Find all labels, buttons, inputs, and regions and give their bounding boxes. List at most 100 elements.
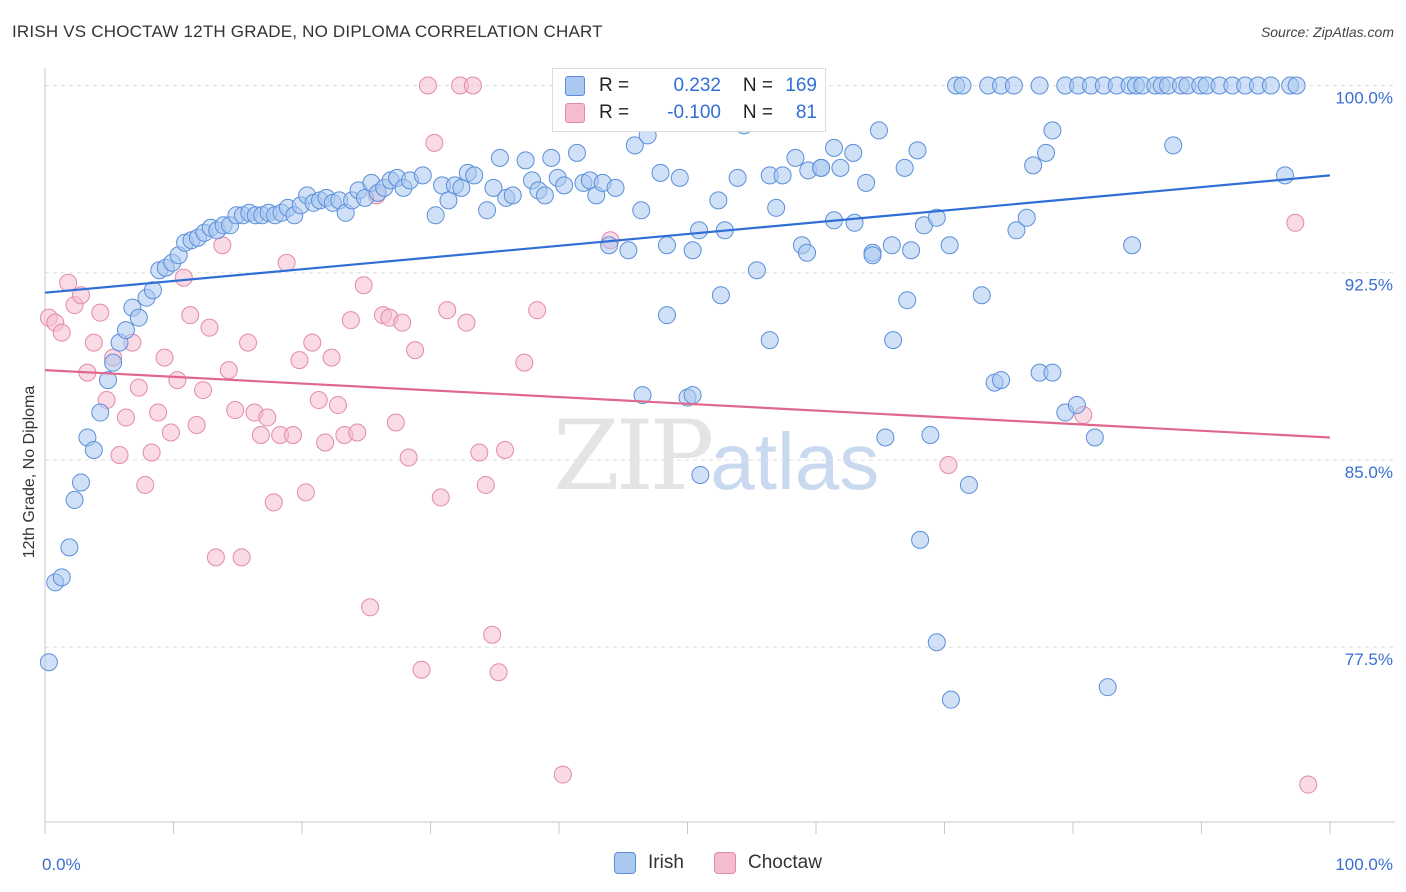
choctaw-point — [418, 76, 437, 95]
irish-point — [567, 143, 586, 162]
watermark-zip: ZIP — [553, 400, 714, 512]
irish-point — [898, 291, 917, 310]
stats-legend: R = 0.232 N = 169 R = -0.100 N = 81 — [552, 68, 826, 132]
irish-point — [728, 168, 747, 187]
tick-labels: 77.5% 85.0% 92.5% 100.0% 0.0% 100.0% — [42, 88, 1393, 874]
irish-point — [927, 633, 946, 652]
choctaw-point — [1299, 775, 1318, 794]
irish-point — [876, 428, 895, 447]
irish-point — [1287, 76, 1306, 95]
irish-point — [941, 690, 960, 709]
irish-point — [104, 353, 123, 372]
irish-point — [657, 236, 676, 255]
irish-point — [670, 168, 689, 187]
choctaw-point — [168, 371, 187, 390]
irish-r-value: 0.232 — [673, 75, 721, 96]
choctaw-point — [181, 306, 200, 325]
irish-legend-label: Irish — [648, 852, 684, 873]
choctaw-point — [457, 313, 476, 332]
choctaw-point — [155, 348, 174, 367]
irish-point — [1098, 678, 1117, 697]
irish-point — [1123, 236, 1142, 255]
choctaw-point — [264, 493, 283, 512]
irish-point — [953, 76, 972, 95]
choctaw-point — [496, 440, 515, 459]
choctaw-point — [939, 455, 958, 474]
irish-point — [426, 206, 445, 225]
choctaw-point — [515, 353, 534, 372]
irish-point — [143, 281, 162, 300]
irish-point — [71, 473, 90, 492]
choctaw-point — [470, 443, 489, 462]
watermark: ZIPatlas — [553, 400, 879, 512]
chart-source: Source: ZipAtlas.com — [1260, 24, 1394, 40]
irish-trend-line — [44, 174, 1331, 294]
irish-point — [535, 186, 554, 205]
choctaw-trend-line — [44, 369, 1331, 439]
irish-point — [465, 166, 484, 185]
choctaw-point — [438, 301, 457, 320]
irish-point — [895, 158, 914, 177]
irish-point — [884, 331, 903, 350]
irish-point — [542, 148, 561, 167]
choctaw-point — [425, 133, 444, 152]
watermark-atlas: atlas — [710, 417, 880, 506]
irish-point — [869, 121, 888, 140]
irish-point — [651, 163, 670, 182]
choctaw-series — [39, 76, 1318, 794]
irish-n-value: 169 — [785, 75, 817, 96]
choctaw-point — [309, 391, 328, 410]
choctaw-legend-swatch — [714, 852, 736, 874]
choctaw-point — [386, 413, 405, 432]
irish-point — [413, 166, 432, 185]
irish-point — [39, 653, 58, 672]
legend-row-irish: R = 0.232 N = 169 — [565, 74, 817, 98]
irish-point — [857, 173, 876, 192]
choctaw-point — [463, 76, 482, 95]
choctaw-point — [431, 488, 450, 507]
choctaw-point — [174, 268, 193, 287]
irish-point — [516, 151, 535, 170]
choctaw-point — [84, 333, 103, 352]
irish-point — [65, 490, 84, 509]
irish-point — [882, 236, 901, 255]
choctaw-point — [251, 426, 270, 445]
choctaw-point — [483, 625, 502, 644]
choctaw-point — [284, 426, 303, 445]
y-tick-label: 92.5% — [1345, 276, 1393, 295]
choctaw-point — [194, 381, 213, 400]
choctaw-swatch — [565, 103, 585, 123]
choctaw-point — [341, 311, 360, 330]
irish-point — [845, 213, 864, 232]
irish-point — [831, 158, 850, 177]
irish-point — [760, 331, 779, 350]
irish-point — [1085, 428, 1104, 447]
choctaw-point — [232, 548, 251, 567]
irish-point — [959, 475, 978, 494]
irish-point — [632, 201, 651, 220]
choctaw-n-value: 81 — [795, 102, 817, 123]
irish-point — [691, 465, 710, 484]
chart-title: IRISH VS CHOCTAW 12TH GRADE, NO DIPLOMA … — [12, 22, 603, 41]
legend-item-choctaw: Choctaw — [714, 852, 822, 874]
irish-point — [52, 568, 71, 587]
irish-point — [1261, 76, 1280, 95]
choctaw-point — [277, 253, 296, 272]
irish-point — [484, 178, 503, 197]
choctaw-point — [129, 378, 148, 397]
irish-point — [503, 186, 522, 205]
choctaw-point — [322, 348, 341, 367]
irish-point — [633, 386, 652, 405]
irish-point — [84, 440, 103, 459]
choctaw-point — [528, 301, 547, 320]
irish-r-label: R = — [599, 75, 630, 96]
irish-n-label: N = — [742, 75, 773, 96]
choctaw-point — [328, 396, 347, 415]
choctaw-r-label: R = — [599, 102, 630, 123]
irish-point — [1043, 121, 1062, 140]
irish-point — [1043, 363, 1062, 382]
choctaw-point — [59, 273, 78, 292]
irish-point — [927, 208, 946, 227]
choctaw-point — [316, 433, 335, 452]
